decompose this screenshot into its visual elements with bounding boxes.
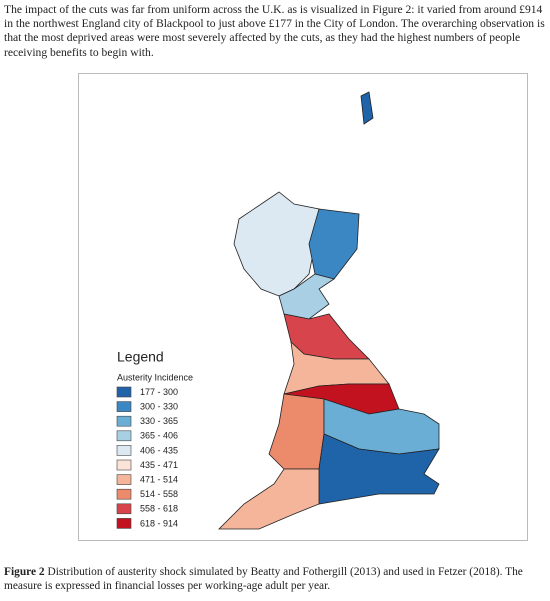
paragraph: The impact of the cuts was far from unif… (4, 3, 545, 59)
legend-swatch (116, 415, 132, 427)
legend-label: 365 - 406 (140, 431, 178, 441)
legend-swatch (116, 401, 132, 412)
legend-title: Legend (117, 349, 164, 365)
legend-label: 471 - 514 (140, 474, 178, 484)
legend-swatch (116, 503, 132, 515)
legend-swatch (116, 488, 132, 500)
legend-swatch (116, 474, 132, 485)
legend-swatch (116, 386, 132, 398)
legend-swatch (116, 430, 132, 442)
map-region (360, 91, 374, 125)
legend-label: 300 - 330 (140, 401, 178, 411)
legend-swatch (116, 518, 132, 529)
legend-label: 514 - 558 (140, 489, 178, 499)
legend-swatch (116, 445, 132, 456)
legend-label: 406 - 435 (140, 445, 178, 455)
legend-label: 435 - 471 (140, 460, 178, 470)
caption-text: Distribution of austerity shock simulate… (4, 566, 523, 592)
map-region (308, 208, 360, 280)
map-region (218, 468, 320, 530)
legend-label: 330 - 365 (140, 416, 178, 426)
caption: Figure 2 Distribution of austerity shock… (4, 565, 546, 593)
map-region (233, 191, 320, 297)
legend-swatch (116, 459, 132, 471)
map (218, 91, 440, 530)
map-region (268, 393, 325, 470)
map-region (278, 273, 335, 320)
caption-label: Figure 2 (4, 566, 45, 578)
legend-label: 558 - 618 (140, 504, 178, 514)
legend-subtitle: Austerity Incidence (117, 372, 193, 382)
legend-label: 618 - 914 (140, 518, 178, 528)
legend-label: 177 - 300 (140, 387, 178, 397)
figure: Legend Austerity Incidence 177 - 300 300 - … (78, 73, 528, 541)
